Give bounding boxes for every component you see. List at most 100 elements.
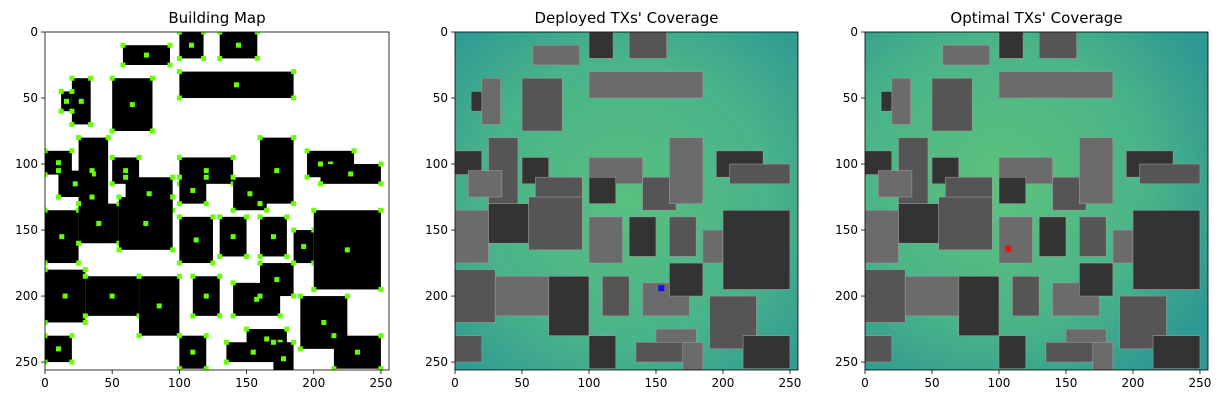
candidate-marker [201, 55, 207, 61]
candidate-marker [270, 234, 276, 240]
candidate-marker [378, 181, 384, 187]
building [722, 209, 791, 290]
candidate-marker [254, 32, 260, 35]
candidate-marker [109, 75, 115, 81]
candidate-marker [257, 260, 263, 266]
candidate-marker [291, 373, 296, 378]
building [880, 91, 893, 112]
y-tick-label: 200 [15, 289, 38, 303]
x-tick-label: 50 [105, 376, 120, 390]
building [481, 77, 501, 125]
candidate-marker [69, 108, 75, 114]
candidate-marker [136, 154, 142, 160]
candidate-marker [236, 42, 241, 48]
building [628, 32, 667, 59]
candidate-marker [203, 293, 209, 299]
candidate-marker [304, 174, 310, 180]
candidate-marker [344, 293, 350, 299]
candidate-marker [354, 349, 360, 355]
candidate-marker [257, 214, 263, 220]
y-tick-label: 100 [425, 157, 448, 171]
building [669, 216, 697, 257]
candidate-marker [230, 313, 236, 319]
x-tick-label: 100 [988, 376, 1011, 390]
candidate-marker [223, 339, 229, 345]
candidate-marker [297, 346, 303, 352]
candidate-marker [167, 62, 173, 68]
x-tick-label: 200 [302, 376, 325, 390]
candidate-marker [348, 171, 354, 177]
building [669, 262, 704, 297]
x-tick-label: 150 [1055, 376, 1078, 390]
building [488, 203, 529, 244]
building [588, 216, 623, 264]
candidate-marker [69, 148, 75, 154]
building [468, 170, 503, 198]
y-tick-label: 150 [835, 223, 858, 237]
building [865, 335, 893, 363]
candidate-marker [176, 95, 182, 101]
candidate-marker [45, 172, 48, 178]
candidate-marker [167, 42, 173, 48]
building [548, 275, 590, 336]
building [455, 269, 496, 323]
building [998, 71, 1114, 99]
candidate-marker [45, 260, 48, 266]
candidate-marker [378, 161, 384, 167]
candidate-marker [176, 273, 182, 279]
candidate-marker [270, 339, 276, 345]
candidate-marker [230, 154, 236, 160]
candidate-marker [170, 174, 176, 180]
candidate-marker [217, 313, 223, 319]
candidate-marker [176, 366, 182, 370]
candidate-marker [109, 181, 115, 187]
y-tick-label: 250 [15, 355, 38, 369]
candidate-marker [59, 234, 65, 240]
candidate-marker [378, 366, 384, 370]
candidate-marker [136, 333, 142, 339]
candidate-marker [284, 214, 290, 220]
candidate-marker [76, 240, 82, 246]
candidate-marker [311, 286, 317, 292]
candidate-marker [88, 75, 94, 81]
building [878, 170, 913, 198]
candidate-marker [190, 313, 196, 319]
candidate-marker [129, 102, 135, 108]
candidate-marker [217, 32, 223, 35]
candidate-marker [190, 349, 196, 355]
building [1112, 229, 1134, 264]
candidate-marker [88, 121, 94, 127]
building [865, 209, 899, 264]
candidate-marker [146, 191, 152, 197]
building [1119, 295, 1167, 350]
x-tick-label: 50 [514, 376, 529, 390]
candidate-marker [281, 356, 287, 362]
building [1139, 163, 1201, 185]
building [958, 275, 1000, 336]
building [898, 203, 939, 244]
building [998, 335, 1027, 369]
candidate-marker [82, 313, 88, 319]
building [891, 77, 911, 125]
y-tick-label: 50 [23, 91, 38, 105]
building [635, 341, 690, 363]
candidate-marker [297, 293, 303, 299]
x-tick-label: 100 [578, 376, 601, 390]
candidate-marker [203, 333, 209, 339]
panel-title: Optimal TXs' Coverage [950, 9, 1122, 27]
candidate-marker [76, 201, 82, 207]
candidate-marker [254, 55, 260, 61]
candidate-marker [291, 227, 297, 233]
x-tick-label: 0 [451, 376, 459, 390]
candidate-marker [257, 293, 263, 299]
candidate-marker [55, 194, 61, 200]
candidate-marker [123, 174, 129, 180]
candidate-marker [274, 168, 280, 174]
candidate-marker [116, 247, 122, 253]
candidate-marker [176, 260, 182, 266]
building [1012, 275, 1040, 317]
candidate-marker [284, 326, 290, 332]
candidate-marker [230, 207, 236, 213]
